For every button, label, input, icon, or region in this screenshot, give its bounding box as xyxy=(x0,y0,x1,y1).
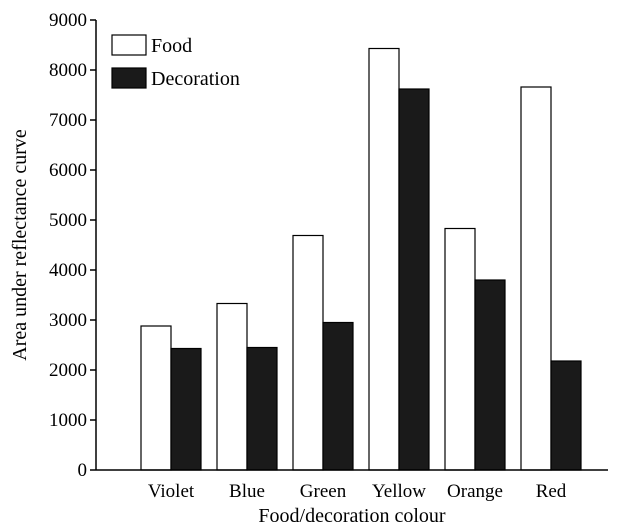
y-axis-title: Area under reflectance curve xyxy=(9,129,31,361)
y-tick-label: 7000 xyxy=(49,110,87,131)
axes-layer xyxy=(95,20,608,471)
bar-decoration-orange xyxy=(474,279,506,471)
x-tick-label: Red xyxy=(536,481,567,502)
x-tick-label: Orange xyxy=(447,481,503,502)
y-tick-label: 0 xyxy=(78,460,88,481)
bars-layer xyxy=(140,47,582,471)
legend-swatch-decoration xyxy=(111,67,147,89)
y-tick-label: 3000 xyxy=(49,310,87,331)
bar-decoration-violet xyxy=(170,347,202,471)
bar-food-red xyxy=(520,86,552,471)
bar-food-yellow xyxy=(368,47,400,471)
x-tick-label: Blue xyxy=(229,481,265,502)
legend-label-food: Food xyxy=(151,35,192,57)
legend-swatch-food xyxy=(111,34,147,56)
bar-decoration-green xyxy=(322,321,354,471)
x-ticks: Violet Blue Green Yellow Orange Red xyxy=(148,481,567,502)
bar-decoration-red xyxy=(550,360,582,471)
y-tick-label: 2000 xyxy=(49,360,87,381)
bar-food-orange xyxy=(444,227,476,471)
y-tick-label: 8000 xyxy=(49,60,87,81)
y-tick-label: 6000 xyxy=(49,160,87,181)
x-tick-label: Green xyxy=(300,481,347,502)
bar-food-green xyxy=(292,234,324,471)
x-tick-label: Violet xyxy=(148,481,195,502)
x-tick-label: Yellow xyxy=(372,481,426,502)
bar-food-blue xyxy=(216,302,248,471)
y-ticks: 0 1000 2000 3000 4000 5000 6000 7000 8000 9000 xyxy=(49,10,96,481)
x-axis-title: Food/decoration colour xyxy=(258,505,446,527)
y-tick-label: 1000 xyxy=(49,410,87,431)
bar-food-violet xyxy=(140,325,172,471)
legend-label-decoration: Decoration xyxy=(151,68,240,90)
y-tick-label: 5000 xyxy=(49,210,87,231)
y-tick-label: 4000 xyxy=(49,260,87,281)
bar-decoration-yellow xyxy=(398,88,430,471)
bar-decoration-blue xyxy=(246,346,278,471)
y-tick-label: 9000 xyxy=(49,10,87,31)
legend: Food Decoration xyxy=(111,34,240,90)
